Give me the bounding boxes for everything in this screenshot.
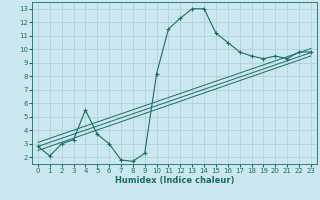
X-axis label: Humidex (Indice chaleur): Humidex (Indice chaleur) <box>115 176 234 185</box>
